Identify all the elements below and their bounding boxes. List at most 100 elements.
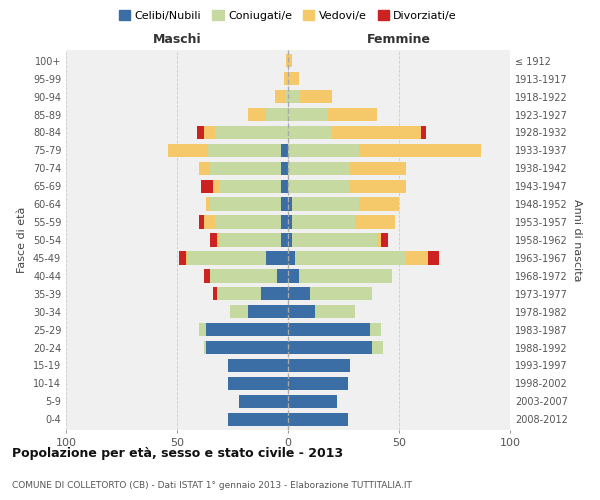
Bar <box>228 359 288 372</box>
Bar <box>197 126 203 139</box>
Bar <box>355 216 395 229</box>
Bar <box>281 162 288 175</box>
Bar <box>288 54 292 68</box>
Bar <box>206 198 211 211</box>
Bar <box>215 216 281 229</box>
Bar <box>212 180 219 193</box>
Bar <box>179 251 186 264</box>
Bar <box>210 269 277 282</box>
Bar <box>406 251 428 264</box>
Y-axis label: Anni di nascita: Anni di nascita <box>572 198 581 281</box>
Bar <box>292 198 359 211</box>
Bar <box>217 287 262 300</box>
Bar <box>288 251 295 264</box>
Bar <box>370 323 381 336</box>
Bar <box>219 234 281 246</box>
Bar <box>288 269 299 282</box>
Bar <box>299 90 332 104</box>
Bar <box>203 269 211 282</box>
Bar <box>206 341 288 354</box>
Bar <box>199 216 203 229</box>
Bar <box>266 108 288 121</box>
Bar <box>288 376 348 390</box>
Bar <box>299 269 392 282</box>
Bar <box>217 234 219 246</box>
Bar <box>359 144 481 157</box>
Bar <box>262 287 288 300</box>
Bar <box>168 144 208 157</box>
Bar <box>277 269 288 282</box>
Bar <box>212 287 217 300</box>
Bar <box>288 72 299 86</box>
Bar <box>381 234 388 246</box>
Bar <box>210 162 281 175</box>
Text: Maschi: Maschi <box>152 34 202 46</box>
Bar <box>288 144 359 157</box>
Bar <box>286 90 288 104</box>
Bar <box>288 126 332 139</box>
Text: COMUNE DI COLLETORTO (CB) - Dati ISTAT 1° gennaio 2013 - Elaborazione TUTTITALIA: COMUNE DI COLLETORTO (CB) - Dati ISTAT 1… <box>12 480 412 490</box>
Bar <box>188 251 266 264</box>
Bar <box>281 216 288 229</box>
Text: Femmine: Femmine <box>367 34 431 46</box>
Bar <box>288 394 337 408</box>
Bar <box>359 198 399 211</box>
Bar <box>292 234 377 246</box>
Bar <box>230 305 248 318</box>
Bar <box>210 198 281 211</box>
Bar <box>328 108 377 121</box>
Bar <box>186 251 188 264</box>
Bar <box>314 305 355 318</box>
Bar <box>206 323 288 336</box>
Bar <box>199 162 211 175</box>
Bar <box>288 198 292 211</box>
Bar <box>288 90 299 104</box>
Bar <box>288 108 328 121</box>
Bar <box>284 72 288 86</box>
Bar <box>288 162 350 175</box>
Bar <box>203 341 206 354</box>
Bar <box>275 90 286 104</box>
Bar <box>295 251 406 264</box>
Bar <box>266 251 288 264</box>
Bar <box>288 234 292 246</box>
Bar <box>373 341 383 354</box>
Y-axis label: Fasce di età: Fasce di età <box>17 207 27 273</box>
Bar <box>215 126 288 139</box>
Bar <box>377 234 381 246</box>
Bar <box>310 287 373 300</box>
Bar <box>292 216 355 229</box>
Bar <box>286 54 288 68</box>
Bar <box>281 180 288 193</box>
Bar <box>203 216 215 229</box>
Bar <box>350 180 406 193</box>
Bar <box>288 323 370 336</box>
Bar <box>199 323 206 336</box>
Bar <box>210 234 217 246</box>
Legend: Celibi/Nubili, Coniugati/e, Vedovi/e, Divorziati/e: Celibi/Nubili, Coniugati/e, Vedovi/e, Di… <box>117 8 459 23</box>
Bar <box>228 376 288 390</box>
Bar <box>288 305 314 318</box>
Bar <box>421 126 425 139</box>
Bar <box>248 108 266 121</box>
Bar <box>228 412 288 426</box>
Bar <box>288 287 310 300</box>
Bar <box>248 305 288 318</box>
Bar <box>350 162 406 175</box>
Text: Popolazione per età, sesso e stato civile - 2013: Popolazione per età, sesso e stato civil… <box>12 448 343 460</box>
Bar <box>281 144 288 157</box>
Bar <box>281 234 288 246</box>
Bar <box>288 180 350 193</box>
Bar <box>428 251 439 264</box>
Bar <box>288 412 348 426</box>
Bar <box>219 180 281 193</box>
Bar <box>281 198 288 211</box>
Bar <box>288 216 292 229</box>
Bar <box>202 180 212 193</box>
Bar <box>288 359 350 372</box>
Bar <box>203 126 215 139</box>
Bar <box>208 144 281 157</box>
Bar <box>288 341 373 354</box>
Bar <box>332 126 421 139</box>
Bar <box>239 394 288 408</box>
